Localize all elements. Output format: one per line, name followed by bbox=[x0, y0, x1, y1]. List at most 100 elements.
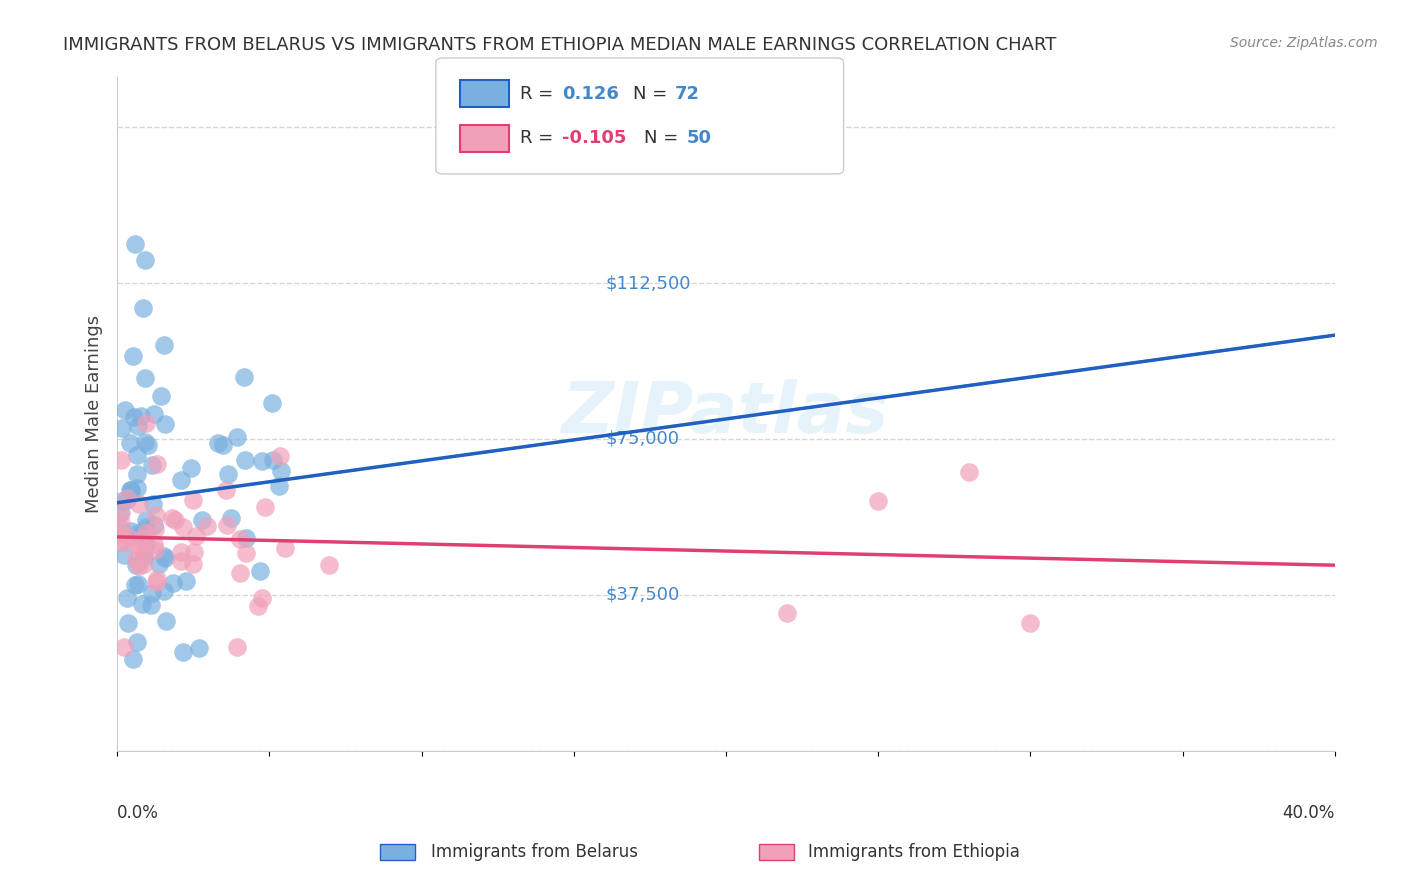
Point bbox=[247, 599, 270, 614]
Text: $37,500: $37,500 bbox=[606, 586, 679, 604]
Text: N =: N = bbox=[644, 129, 683, 147]
Point bbox=[142, 497, 165, 511]
Text: -0.105: -0.105 bbox=[562, 129, 627, 147]
Point bbox=[120, 483, 142, 497]
Point bbox=[127, 418, 149, 433]
Point bbox=[146, 572, 169, 586]
Point bbox=[114, 402, 136, 417]
Point bbox=[211, 438, 233, 452]
Point bbox=[153, 550, 176, 565]
Point bbox=[111, 494, 134, 508]
Point bbox=[138, 438, 160, 452]
Point bbox=[143, 522, 166, 536]
Point bbox=[141, 585, 163, 599]
Point bbox=[145, 575, 167, 590]
Point bbox=[110, 452, 132, 467]
Point bbox=[776, 607, 799, 621]
Point bbox=[110, 506, 132, 520]
Point bbox=[134, 371, 156, 385]
Point bbox=[235, 546, 257, 560]
Point bbox=[273, 541, 295, 556]
Point bbox=[139, 598, 162, 612]
Point bbox=[162, 576, 184, 591]
Point bbox=[120, 483, 142, 498]
Point bbox=[169, 554, 191, 568]
Point bbox=[124, 578, 146, 592]
Point bbox=[135, 525, 157, 540]
Point bbox=[115, 591, 138, 606]
Point bbox=[226, 640, 249, 654]
Point bbox=[959, 465, 981, 479]
Text: R =: R = bbox=[520, 85, 560, 103]
Text: IMMIGRANTS FROM BELARUS VS IMMIGRANTS FROM ETHIOPIA MEDIAN MALE EARNINGS CORRELA: IMMIGRANTS FROM BELARUS VS IMMIGRANTS FR… bbox=[63, 36, 1057, 54]
Point bbox=[125, 558, 148, 573]
Point bbox=[131, 532, 153, 546]
Text: R =: R = bbox=[520, 129, 560, 147]
Point bbox=[153, 549, 176, 563]
Point bbox=[219, 511, 242, 525]
Y-axis label: Median Male Earnings: Median Male Earnings bbox=[86, 315, 103, 513]
Point bbox=[129, 527, 152, 541]
Point bbox=[152, 584, 174, 599]
Text: Immigrants from Belarus: Immigrants from Belarus bbox=[430, 843, 638, 861]
Point bbox=[111, 421, 134, 435]
Point bbox=[269, 449, 291, 463]
Text: ZIPatlas: ZIPatlas bbox=[562, 379, 890, 449]
Text: 0.0%: 0.0% bbox=[117, 805, 159, 822]
Point bbox=[143, 543, 166, 558]
Point bbox=[170, 544, 193, 558]
Point bbox=[135, 417, 157, 431]
Point bbox=[135, 513, 157, 527]
Point bbox=[250, 454, 273, 468]
Point bbox=[141, 458, 163, 472]
Point bbox=[318, 558, 340, 572]
Point bbox=[135, 537, 157, 551]
Point bbox=[125, 635, 148, 649]
Point bbox=[120, 524, 142, 539]
Point bbox=[122, 409, 145, 424]
Point bbox=[153, 338, 176, 352]
Point bbox=[207, 435, 229, 450]
Text: Source: ZipAtlas.com: Source: ZipAtlas.com bbox=[1230, 36, 1378, 50]
Point bbox=[217, 467, 239, 481]
Point bbox=[184, 529, 207, 543]
Point bbox=[117, 491, 139, 505]
Point bbox=[267, 479, 290, 493]
Point bbox=[146, 457, 169, 471]
Point bbox=[128, 559, 150, 574]
Text: Immigrants from Ethiopia: Immigrants from Ethiopia bbox=[808, 843, 1019, 861]
Point bbox=[131, 598, 153, 612]
Point bbox=[127, 481, 149, 495]
Point bbox=[127, 540, 149, 554]
Point bbox=[191, 513, 214, 527]
Point bbox=[215, 483, 238, 497]
Point bbox=[135, 520, 157, 534]
Point bbox=[118, 483, 141, 497]
Point bbox=[134, 253, 156, 268]
Point bbox=[215, 517, 238, 532]
Point bbox=[132, 557, 155, 571]
Point bbox=[112, 536, 135, 550]
Point bbox=[188, 640, 211, 655]
Point bbox=[124, 236, 146, 251]
Point bbox=[125, 553, 148, 567]
Point bbox=[129, 540, 152, 554]
Point bbox=[235, 452, 257, 467]
Point bbox=[127, 525, 149, 540]
Point bbox=[235, 532, 257, 546]
Text: 50: 50 bbox=[686, 129, 711, 147]
Text: N =: N = bbox=[633, 85, 672, 103]
Point bbox=[183, 557, 205, 571]
Point bbox=[112, 548, 135, 562]
Point bbox=[180, 461, 202, 475]
Point bbox=[253, 500, 276, 514]
Point bbox=[117, 616, 139, 631]
Point bbox=[117, 531, 139, 545]
Point bbox=[145, 508, 167, 522]
Point bbox=[155, 615, 177, 629]
Point bbox=[270, 464, 292, 478]
Point bbox=[129, 409, 152, 423]
Point bbox=[121, 350, 143, 364]
Point bbox=[110, 525, 132, 540]
Point bbox=[172, 645, 194, 659]
